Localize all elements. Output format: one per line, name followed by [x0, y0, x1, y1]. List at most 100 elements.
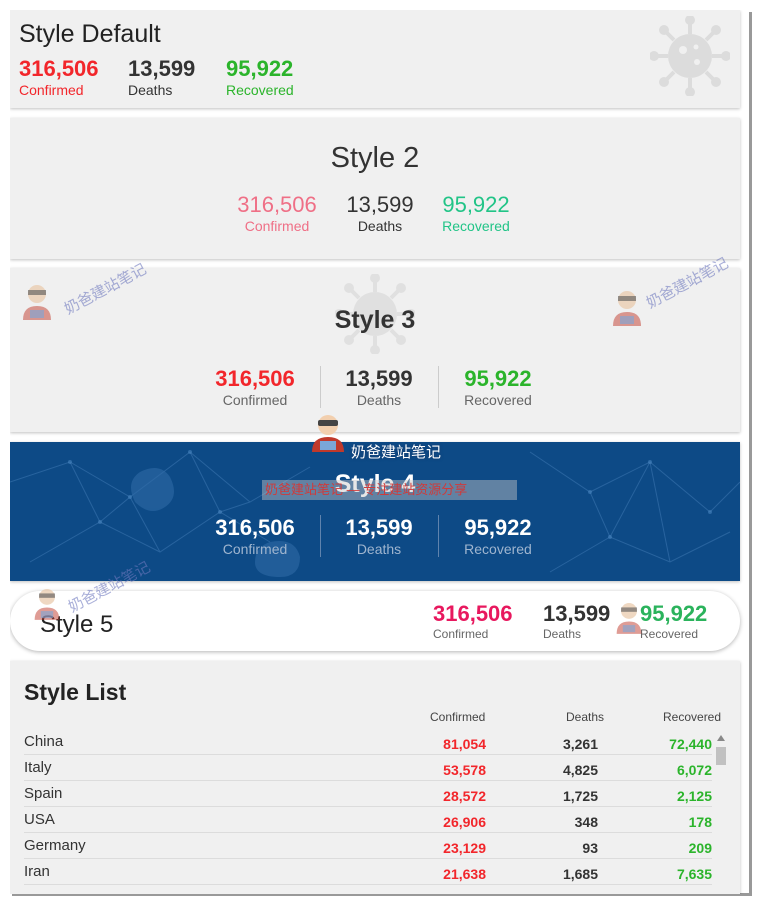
country-table: China 81,054 3,261 72,440 Italy 53,578 4… [24, 729, 712, 885]
watermark-avatar-icon [613, 291, 641, 326]
country-name: China [24, 733, 64, 750]
deaths-label: Deaths [356, 392, 402, 408]
confirmed-stat: 316,506 Confirmed [433, 601, 513, 641]
watermark-avatar-icon [616, 603, 642, 634]
recovered-value: 95,922 [442, 192, 510, 217]
confirmed-cell: 21,638 [443, 866, 486, 882]
recovered-label: Recovered [226, 82, 294, 98]
deaths-stat: 13,599 Deaths [320, 515, 438, 557]
deaths-cell: 4,825 [562, 762, 598, 778]
deaths-stat: 13,599 Deaths [128, 56, 196, 98]
recovered-value: 95,922 [464, 515, 532, 540]
deaths-value: 13,599 [128, 56, 196, 81]
confirmed-cell: 28,572 [443, 788, 486, 804]
deaths-label: Deaths [356, 541, 402, 557]
scrollbar-thumb[interactable] [716, 747, 726, 765]
virus-background-image [10, 450, 740, 577]
style-3-card: Style 3 316,506 Confirmed 13,599 Deaths … [10, 268, 740, 432]
recovered-label: Recovered [464, 392, 532, 408]
table-row: China 81,054 3,261 72,440 [24, 729, 712, 755]
column-header-deaths: Deaths [566, 710, 605, 724]
deaths-value: 13,599 [345, 515, 413, 540]
country-name: Iran [24, 863, 50, 880]
deaths-cell: 93 [582, 840, 598, 856]
confirmed-stat: 316,506 Confirmed [19, 56, 99, 98]
recovered-stat: 95,922 Recovered [439, 366, 557, 408]
deaths-cell: 348 [574, 814, 598, 830]
scroll-up-arrow-icon[interactable] [717, 735, 725, 741]
deaths-label: Deaths [128, 82, 173, 98]
recovered-stat: 95,922 Recovered [226, 56, 294, 98]
country-name: Germany [24, 837, 86, 854]
deaths-value: 13,599 [345, 366, 413, 391]
virus-icon [650, 16, 730, 96]
confirmed-label: Confirmed [244, 218, 310, 234]
recovered-value: 95,922 [640, 601, 708, 626]
confirmed-value: 316,506 [215, 366, 295, 391]
style-2-title: Style 2 [330, 142, 420, 174]
divider [438, 366, 439, 408]
divider [320, 515, 321, 557]
deaths-label: Deaths [543, 627, 582, 641]
confirmed-stat: 316,506 Confirmed [232, 192, 322, 234]
recovered-cell: 209 [688, 840, 712, 856]
deaths-value: 13,599 [346, 192, 414, 217]
country-name: Spain [24, 785, 63, 802]
deaths-label: Deaths [357, 218, 403, 234]
style-4-title: Style 4 [334, 470, 416, 498]
confirmed-value: 316,506 [237, 192, 317, 217]
confirmed-cell: 23,129 [443, 840, 486, 856]
deaths-cell: 1,725 [562, 788, 598, 804]
style-5-card: Style 5 316,506 Confirmed 13,599 Deaths … [10, 591, 740, 651]
confirmed-label: Confirmed [222, 392, 288, 408]
recovered-label: Recovered [442, 218, 510, 234]
recovered-cell: 178 [688, 814, 712, 830]
recovered-cell: 72,440 [669, 736, 712, 752]
deaths-stat: 13,599 Deaths [320, 366, 438, 408]
confirmed-label: Confirmed [433, 627, 489, 641]
confirmed-value: 316,506 [215, 515, 295, 540]
style-2-card: Style 2 316,506 Confirmed 13,599 Deaths … [10, 118, 740, 259]
style-default-title: Style Default [19, 20, 161, 48]
deaths-stat: 13,599 Deaths [543, 601, 611, 641]
scrollbar[interactable] [714, 733, 728, 894]
column-header-recovered: Recovered [663, 710, 722, 724]
style-4-card: Style 4 316,506 Confirmed 13,599 Deaths … [10, 442, 740, 581]
recovered-label: Recovered [640, 627, 699, 641]
recovered-value: 95,922 [226, 56, 294, 81]
country-name: USA [24, 811, 55, 828]
confirmed-cell: 53,578 [443, 762, 486, 778]
style-default-card: Style Default 316,506 Confirmed 13,599 D… [10, 10, 740, 108]
style-list-title: Style List [24, 679, 127, 705]
deaths-value: 13,599 [543, 601, 611, 626]
watermark-banner: 奶爸建站笔记 — 专注建站资源分享 [262, 480, 517, 500]
table-row: USA 26,906 348 178 [24, 807, 712, 833]
confirmed-label: Confirmed [19, 82, 84, 98]
recovered-label: Recovered [464, 541, 532, 557]
confirmed-value: 316,506 [19, 56, 99, 81]
recovered-cell: 7,635 [676, 866, 712, 882]
deaths-cell: 3,261 [562, 736, 598, 752]
widget-showcase: Style Default 316,506 Confirmed 13,599 D… [10, 10, 750, 894]
watermark-text: 奶爸建站笔记 [351, 444, 442, 461]
table-row: Spain 28,572 1,725 2,125 [24, 781, 712, 807]
column-header-confirmed: Confirmed [430, 710, 486, 724]
confirmed-cell: 81,054 [443, 736, 486, 752]
recovered-cell: 2,125 [676, 788, 712, 804]
watermark-avatar-icon [312, 415, 344, 452]
watermark-avatar-icon [23, 285, 51, 320]
divider [438, 515, 439, 557]
recovered-cell: 6,072 [676, 762, 712, 778]
confirmed-value: 316,506 [433, 601, 513, 626]
style-3-title: Style 3 [334, 306, 416, 334]
confirmed-cell: 26,906 [443, 814, 486, 830]
recovered-stat: 95,922 Recovered [432, 192, 520, 234]
recovered-stat: 95,922 Recovered [439, 515, 557, 557]
confirmed-stat: 316,506 Confirmed [196, 515, 314, 557]
deaths-stat: 13,599 Deaths [338, 192, 422, 234]
recovered-value: 95,922 [464, 366, 532, 391]
confirmed-stat: 316,506 Confirmed [196, 366, 314, 408]
recovered-stat: 95,922 Recovered [640, 601, 708, 641]
watermark-avatar-icon [34, 589, 60, 620]
deaths-cell: 1,685 [562, 866, 598, 882]
